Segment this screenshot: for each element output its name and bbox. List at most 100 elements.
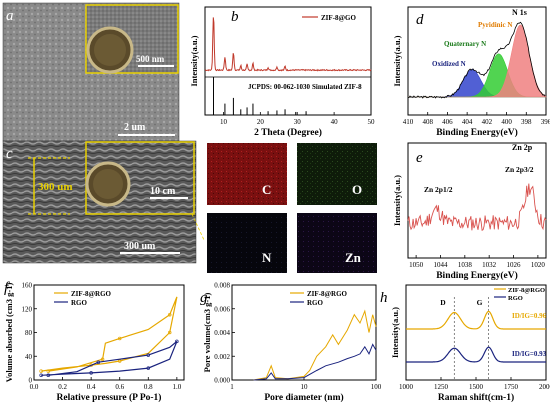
xrd-x-tick-label: 30 (294, 118, 302, 126)
isotherm-x-tick-label: 0.6 (115, 383, 124, 391)
isotherm-series-line (41, 296, 178, 372)
isotherm-x-tick-label: 0.4 (87, 383, 96, 391)
raman-ratio-label-zif: ID/IG=0.96 (512, 312, 547, 320)
isotherm-point (146, 353, 151, 357)
panel-letter-c: c (6, 146, 13, 162)
raman-x-tick-label: 1750 (504, 383, 519, 391)
xrd-x-tick-label: 40 (331, 118, 339, 126)
xps-n1s-x-tick-label: 402 (482, 118, 493, 126)
xps-n1s-label-quaternary: Quaternary N (444, 40, 486, 48)
eds-label-n: N (262, 250, 272, 265)
xps-zn2p-x-tick-label: 1020 (531, 261, 546, 269)
isotherm-x-axis-label: Relative pressure (P Po-1) (57, 392, 162, 403)
isotherm-point (39, 373, 43, 378)
raman-x-tick-label: 1250 (434, 383, 449, 391)
panel-f: 0.0 0.2 0.4 0.6 0.8 1.0 0 40 80 120 160 Relative pr… (4, 280, 185, 403)
raman-panel-letter: h (380, 290, 388, 306)
xrd-x-tick-label: 10 (220, 118, 228, 126)
xps-n1s-x-axis-label: Binding Energy(eV) (436, 127, 518, 138)
xps-n1s-x-tick-label: 408 (422, 118, 433, 126)
panel-d: 410 408 406 404 402 400 398 396 Binding Energy(e… (392, 6, 550, 138)
pore-x-tick-label: 100 (371, 383, 382, 391)
eds-map-o (297, 143, 377, 205)
raman-legend-label: RGO (508, 295, 523, 302)
xps-zn2p-y-axis-label: Intensity(a.u.) (392, 175, 402, 226)
xps-n1s-y-axis-label: Intensity(a.u.) (392, 35, 402, 86)
xps-n1s-title: N 1s (512, 8, 527, 17)
isotherm-point (117, 336, 122, 341)
xrd-reference-label: Simulated ZIF-8 (312, 83, 362, 91)
eds-map-n (207, 213, 287, 273)
scale-label-inset-c: 10 cm (150, 186, 176, 197)
scale-label-c: 300 um (124, 241, 156, 252)
pore-y-tick-label: 0.000 (214, 377, 230, 385)
eds-maps: C O N Zn (207, 143, 377, 273)
xps-n1s-x-tick-label: 400 (501, 118, 512, 126)
xrd-reference-name: JCPDS: 00-062-1030 (248, 83, 311, 91)
panel-a: a 500 nm 2 um (2, 2, 180, 142)
raman-g-label: G (477, 298, 483, 307)
panel-c: c 300 um 10 cm 300 um (2, 140, 205, 264)
isotherm-point (146, 366, 151, 370)
xrd-series-line (204, 17, 372, 72)
xps-n1s-plot-frame (407, 6, 547, 116)
isotherm-legend-label: ZIF-8@RGO (71, 290, 112, 298)
isotherm-y-axis-label: Volume absorbed (cm3 g-1) (4, 283, 14, 383)
raman-series-line (406, 310, 546, 330)
isotherm-plot-frame (33, 284, 185, 381)
xps-n1s-x-tick-label: 410 (403, 118, 414, 126)
xps-zn2p-label-2p12: Zn 2p1/2 (424, 185, 453, 194)
pore-y-tick-label: 0.002 (214, 353, 230, 361)
isotherm-y-tick-label: 120 (22, 305, 33, 313)
xps-n1s-x-tick-label: 398 (521, 118, 532, 126)
pore-panel-letter: g (200, 290, 208, 306)
xps-zn2p-x-tick-label: 1032 (482, 261, 497, 269)
scale-label-inset-a: 500 nm (136, 54, 165, 64)
isotherm-panel-letter: f (4, 280, 10, 296)
isotherm-x-tick-label: 1.0 (172, 383, 181, 391)
xps-zn2p-title: Zn 2p (512, 143, 533, 152)
isotherm-y-tick-label: 160 (22, 282, 33, 290)
raman-series-line (406, 346, 546, 363)
pore-legend-label: RGO (307, 299, 324, 307)
raman-x-tick-label: 1500 (469, 383, 484, 391)
xps-zn2p-x-tick-label: 1050 (409, 261, 424, 269)
pore-y-tick-label: 0.008 (214, 282, 230, 290)
isotherm-y-tick-label: 0 (29, 377, 33, 385)
scale-label-a: 2 um (124, 122, 146, 133)
pore-series-line (253, 343, 377, 381)
xps-n1s-x-tick-label: 406 (442, 118, 453, 126)
raman-x-tick-label: 1000 (399, 383, 414, 391)
xps-n1s-label-oxidized: Oxidized N (432, 60, 466, 68)
isotherm-x-tick-label: 0.0 (30, 383, 39, 391)
xps-n1s-x-tick-label: 404 (462, 118, 473, 126)
xrd-legend-label: ZIF-8@GO (321, 14, 356, 22)
pore-plot-frame (231, 284, 377, 381)
xps-n1s-panel-letter: d (416, 12, 424, 28)
xrd-panel-letter: b (231, 9, 239, 25)
eds-label-o: O (352, 182, 362, 197)
eds-map-zn (297, 213, 377, 273)
isotherm-point (175, 339, 179, 344)
xps-zn2p-plot-frame (407, 142, 547, 259)
xps-zn2p-x-axis-label: Binding Energy(eV) (436, 270, 518, 281)
pore-x-axis-label: Pore diameter (nm) (264, 392, 343, 403)
panel-b: 10 20 30 40 50 2 Theta (Degree) Intensity(a.u.… (189, 6, 375, 138)
pore-y-axis-label: Pore volume(cm3 g-1) (202, 293, 212, 373)
xps-zn2p-label-2p32: Zn 2p3/2 (505, 165, 534, 174)
pore-y-tick-label: 0.004 (214, 329, 230, 337)
xps-zn2p-x-tick-label: 1026 (507, 261, 522, 269)
raman-x-tick-label: 2000 (539, 383, 550, 391)
isotherm-point (96, 360, 101, 364)
xps-n1s-label-pyridinic: Pyridinic N (478, 21, 512, 29)
pore-y-tick-label: 0.006 (214, 305, 230, 313)
pore-x-tick-label: 10 (301, 383, 309, 391)
raman-legend-label: ZIF-8@RGO (508, 287, 545, 294)
raman-d-label: D (440, 298, 446, 307)
xrd-x-axis-label: 2 Theta (Degree) (254, 127, 322, 138)
membrane-disk-a (94, 34, 126, 66)
isotherm-point (89, 371, 93, 375)
eds-label-c: C (262, 182, 271, 197)
pore-legend-label: ZIF-8@RGO (307, 290, 348, 298)
